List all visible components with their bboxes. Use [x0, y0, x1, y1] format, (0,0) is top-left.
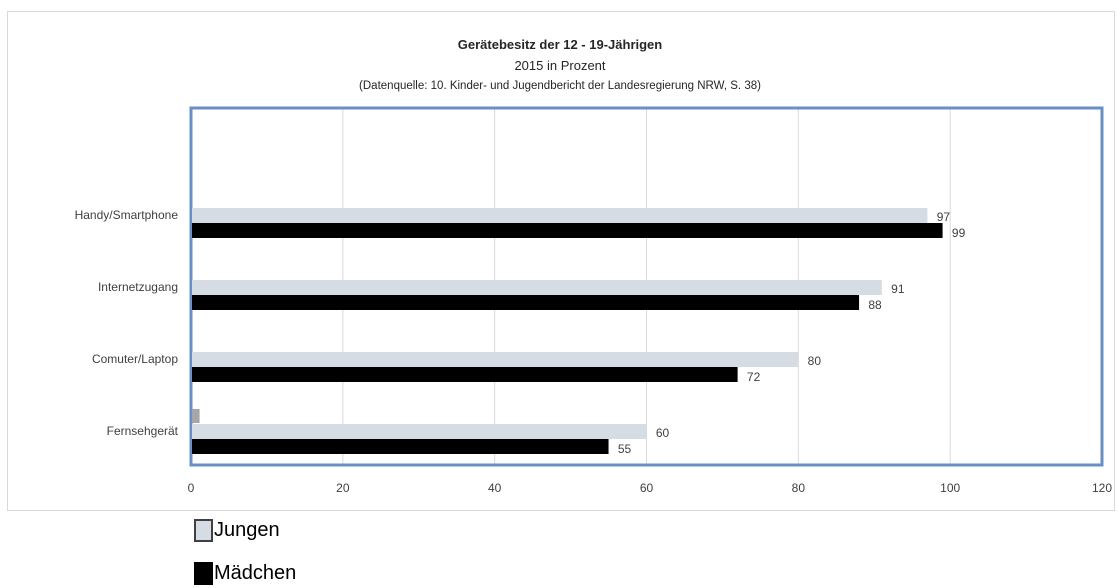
data-label-mädchen-0: 99: [952, 226, 966, 240]
bar-jungen-0: [192, 208, 928, 223]
legend-label-maedchen: Mädchen: [214, 562, 297, 584]
bar-jungen-1: [192, 280, 882, 295]
x-tick-label-0: 0: [188, 481, 195, 495]
category-label-3: Fernsehgerät: [107, 424, 179, 438]
x-tick-label-120: 120: [1092, 481, 1112, 495]
chart-title: Gerätebesitz der 12 - 19-Jährigen: [458, 37, 663, 52]
bar-mädchen-1: [192, 295, 860, 310]
data-label-jungen-1: 91: [891, 282, 905, 296]
bar-jungen-2: [192, 352, 799, 367]
x-tick-label-60: 60: [640, 481, 654, 495]
chart-source-note: (Datenquelle: 10. Kinder- und Jugendberi…: [359, 80, 761, 92]
data-label-jungen-0: 97: [937, 210, 951, 224]
data-label-mädchen-1: 88: [868, 298, 882, 312]
x-tick-label-100: 100: [940, 481, 960, 495]
plot-area-border: [189, 106, 1104, 467]
bar-extra-mark: [192, 409, 200, 423]
data-label-mädchen-2: 72: [747, 370, 761, 384]
data-label-mädchen-3: 55: [618, 442, 632, 456]
legend-item-maedchen: Mädchen: [194, 562, 296, 585]
x-tick-label-20: 20: [336, 481, 350, 495]
bar-jungen-3: [192, 424, 647, 439]
x-tick-label-80: 80: [792, 481, 806, 495]
bar-mädchen-2: [192, 367, 738, 382]
chart-subtitle: 2015 in Prozent: [514, 58, 605, 73]
category-label-0: Handy/Smartphone: [75, 208, 179, 222]
legend-swatch-jungen: [194, 519, 213, 542]
bar-mädchen-0: [192, 223, 943, 238]
legend-swatch-maedchen: [194, 562, 213, 585]
legend-label-jungen: Jungen: [214, 519, 280, 541]
category-label-1: Internetzugang: [98, 280, 178, 294]
data-label-jungen-2: 80: [808, 354, 822, 368]
bar-chart: Gerätebesitz der 12 - 19-Jährigen 2015 in…: [75, 37, 1113, 495]
bar-mädchen-3: [192, 439, 609, 454]
data-label-jungen-3: 60: [656, 426, 670, 440]
legend-item-jungen: Jungen: [194, 519, 280, 542]
category-label-2: Comuter/Laptop: [92, 352, 178, 366]
x-tick-label-40: 40: [488, 481, 502, 495]
